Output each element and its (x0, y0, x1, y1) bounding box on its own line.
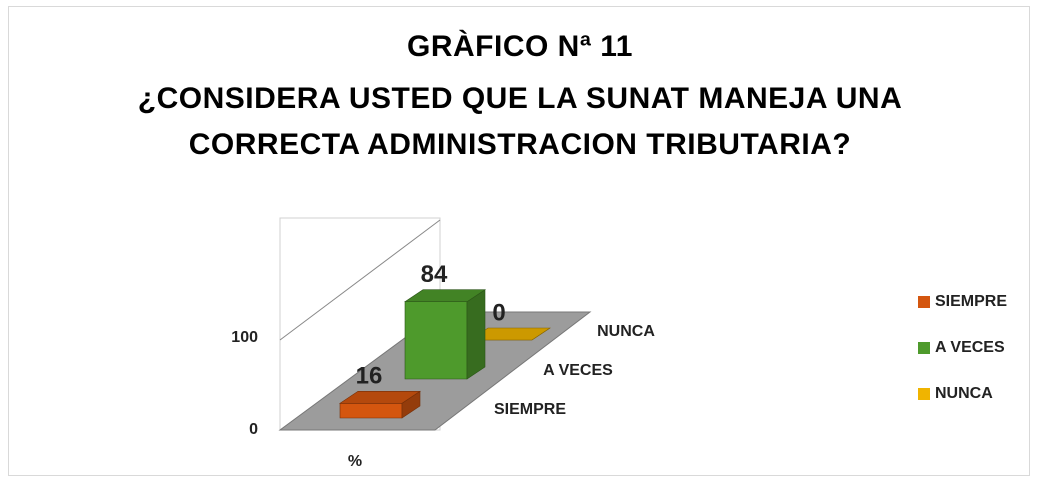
legend-swatch (918, 296, 930, 308)
depth-label: A VECES (543, 362, 613, 379)
bar-front (339, 402, 403, 419)
legend-swatch (918, 388, 930, 400)
value-label: 16 (356, 363, 383, 390)
legend-label: A VECES (935, 339, 1005, 356)
wall-edge (279, 219, 441, 341)
chart-title: GRÀFICO Nª 11 (407, 30, 633, 63)
bar-side (466, 289, 486, 380)
legend-label: NUNCA (935, 385, 993, 402)
legend-swatch (918, 342, 930, 354)
bar-top (339, 390, 421, 404)
x-tick-label: % (348, 453, 362, 470)
bar-front (404, 301, 468, 380)
chart-frame (8, 6, 1030, 476)
bar (339, 390, 421, 419)
y-tick-label: 0 (249, 421, 258, 438)
bar-top (404, 289, 486, 303)
depth-label: SIEMPRE (494, 401, 566, 418)
bar (404, 289, 486, 380)
y-tick-label: 100 (231, 329, 258, 346)
value-label: 84 (421, 261, 448, 288)
value-label: 0 (492, 299, 505, 326)
depth-label: NUNCA (597, 323, 655, 340)
chart-subtitle: ¿CONSIDERA USTED QUE LA SUNAT MANEJA UNA… (137, 82, 903, 161)
legend-label: SIEMPRE (935, 293, 1007, 310)
